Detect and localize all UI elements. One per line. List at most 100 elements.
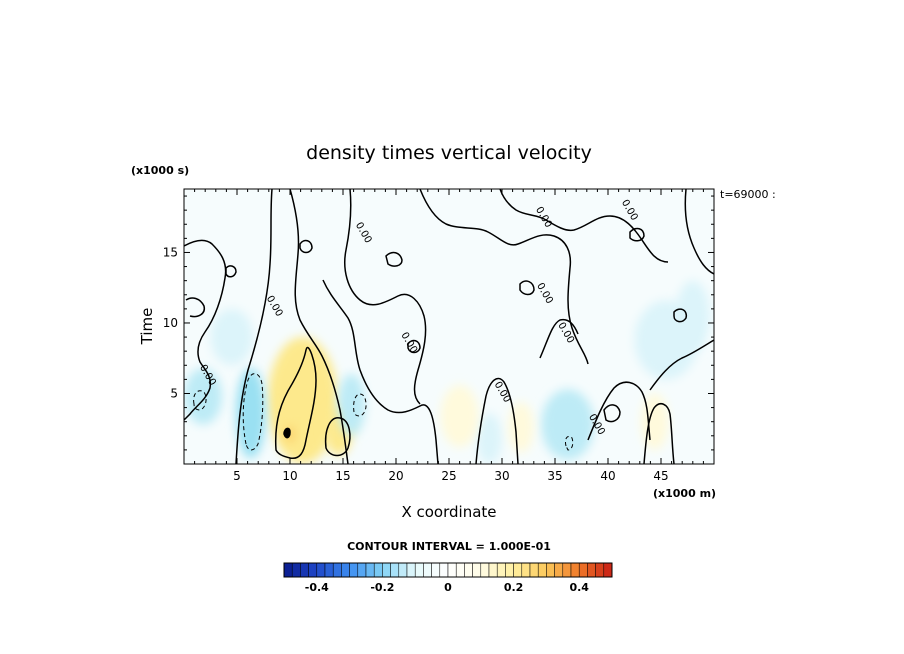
x-tick-label: 25 xyxy=(441,469,456,483)
colorbar-cell xyxy=(603,562,613,578)
x-tick-label: 35 xyxy=(547,469,562,483)
colorbar-cell xyxy=(447,562,457,578)
colorbar-cell xyxy=(332,562,342,578)
shaded-field xyxy=(184,189,714,464)
x-tick-label: 45 xyxy=(653,469,668,483)
zero-contour xyxy=(684,189,714,275)
colorbar-tick-label: 0 xyxy=(444,581,452,594)
zero-contour xyxy=(289,189,349,464)
x-units-label: (x1000 m) xyxy=(653,487,716,500)
colorbar-cell xyxy=(357,562,367,578)
x-tick-label: 10 xyxy=(282,469,297,483)
colorbar-cell xyxy=(513,562,523,578)
colorbar-cell xyxy=(324,562,334,578)
colorbar-cell xyxy=(496,562,506,578)
colorbar-cell xyxy=(341,562,350,578)
colorbar-cell xyxy=(382,562,391,578)
colorbar-cell xyxy=(529,562,539,578)
zero-contour xyxy=(385,251,403,267)
positive-field-region xyxy=(640,393,669,450)
zero-contour xyxy=(629,227,645,242)
colorbar-cell xyxy=(316,562,326,578)
x-tick-label: 20 xyxy=(388,469,403,483)
zero-contour xyxy=(587,381,651,441)
x-axis-label: X coordinate xyxy=(401,503,496,521)
corner-note: t=69000 : xyxy=(720,188,776,201)
colorbar-tick-label: 0.4 xyxy=(569,581,589,594)
colorbar-cell xyxy=(521,562,531,578)
colorbar-cell xyxy=(562,562,572,578)
colorbar-cell xyxy=(398,562,408,578)
zero-contour xyxy=(225,265,237,278)
colorbar-cell xyxy=(308,562,318,578)
positive-field-region xyxy=(440,385,479,448)
chart-title: density times vertical velocity xyxy=(306,142,592,164)
x-axis: 5 10 15 20 25 30 35 40 45 xyxy=(183,189,715,483)
colorbar-cell xyxy=(349,562,359,578)
zero-contour xyxy=(299,239,313,254)
negative-contour xyxy=(193,390,207,411)
zero-contour xyxy=(475,377,519,464)
colorbar-cell xyxy=(595,562,605,578)
negative-contour xyxy=(353,393,367,417)
colorbar-cell xyxy=(414,562,424,578)
colorbar-cell xyxy=(488,562,498,578)
zero-contour xyxy=(649,339,714,391)
x-tick-label: 5 xyxy=(233,469,241,483)
contour-lines xyxy=(184,189,714,464)
positive-contour xyxy=(283,427,291,439)
colorbar-cell xyxy=(537,562,547,578)
zero-contour xyxy=(235,189,273,464)
x-tick-label: 40 xyxy=(600,469,615,483)
negative-field-region xyxy=(210,308,253,366)
negative-contour xyxy=(242,373,264,451)
colorbar-cell xyxy=(480,562,490,578)
zero-contour xyxy=(322,279,439,464)
colorbar-cell xyxy=(291,562,301,578)
zero-contour xyxy=(344,189,427,405)
colorbar-cell xyxy=(464,562,473,578)
zero-contour xyxy=(673,308,688,323)
colorbar-cell xyxy=(431,562,441,578)
y-tick-label: 15 xyxy=(163,245,178,259)
colorbar-cell xyxy=(570,562,580,578)
colorbar: -0.4 -0.2 0 0.2 0.4 xyxy=(283,562,613,594)
plot-area: 0.000.000.000.000.000.00 0.000.000.000.00… xyxy=(163,188,715,483)
zero-contour xyxy=(185,297,206,318)
colorbar-frame xyxy=(283,562,613,578)
colorbar-cell xyxy=(300,562,309,578)
y-tick-label: 5 xyxy=(170,386,178,400)
colorbar-cell xyxy=(578,562,588,578)
colorbar-cell xyxy=(390,562,400,578)
positive-field-region xyxy=(267,337,338,464)
contour-interval-note: CONTOUR INTERVAL = 1.000E-01 xyxy=(347,540,551,553)
colorbar-cell xyxy=(283,562,293,578)
negative-field-region xyxy=(541,389,595,460)
y-axis-label: Time xyxy=(138,308,156,346)
zero-contour xyxy=(184,239,227,421)
colorbar-cell xyxy=(455,562,465,578)
colorbar-tick-label: -0.2 xyxy=(370,581,394,594)
positive-field-region xyxy=(508,401,534,453)
zero-contour xyxy=(643,403,675,464)
negative-contour xyxy=(565,435,574,451)
colorbar-cell xyxy=(546,562,555,578)
y-units-label: (x1000 s) xyxy=(131,164,189,177)
y-tick-label: 10 xyxy=(163,316,178,330)
colorbar-cell xyxy=(587,562,596,578)
colorbar-cell xyxy=(472,562,482,578)
colorbar-cell xyxy=(505,562,514,578)
x-tick-label: 30 xyxy=(494,469,509,483)
negative-field-region xyxy=(675,280,710,352)
colorbar-cell xyxy=(423,562,432,578)
zero-contour xyxy=(539,318,579,359)
zero-contour xyxy=(603,404,621,423)
y-axis: 5 10 15 xyxy=(163,195,714,465)
colorbar-tick-label: -0.4 xyxy=(305,581,329,594)
zero-contour xyxy=(407,339,421,354)
colorbar-cell xyxy=(406,562,416,578)
colorbar-cell xyxy=(373,562,383,578)
colorbar-tick-label: 0.2 xyxy=(504,581,524,594)
positive-contour xyxy=(324,417,351,457)
